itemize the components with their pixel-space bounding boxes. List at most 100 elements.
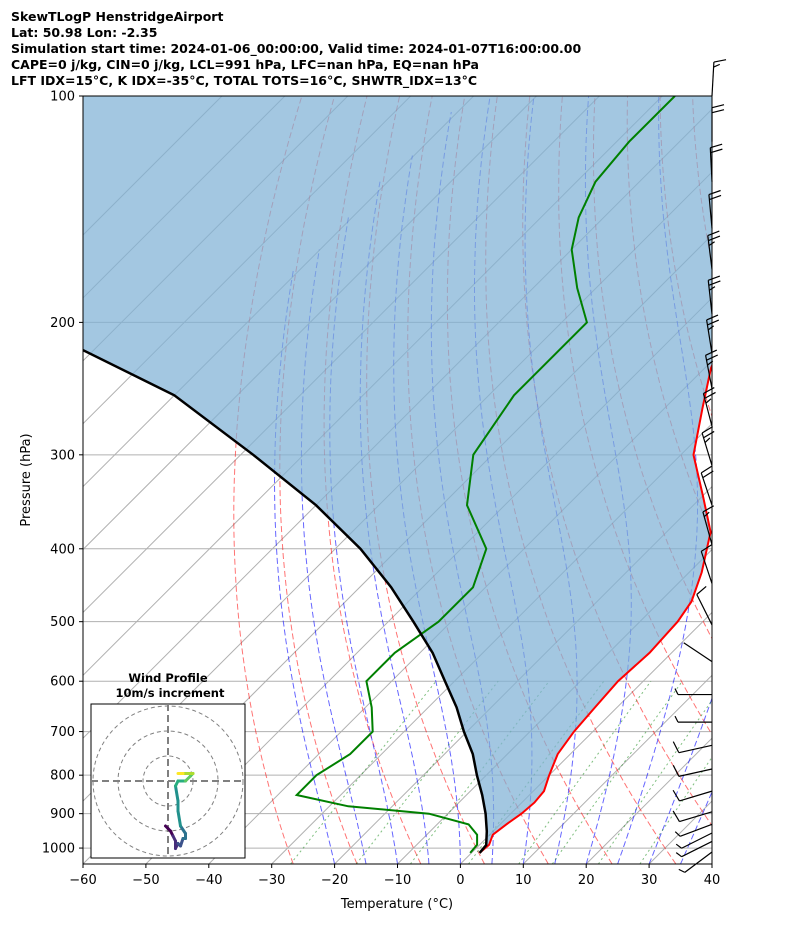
barb-staff	[678, 768, 713, 777]
wind-barb	[708, 189, 722, 229]
title-indices-cape: CAPE=0 j/kg, CIN=0 j/kg, LCL=991 hPa, LF…	[11, 57, 479, 72]
wind-barb	[707, 230, 721, 270]
barb-flag	[707, 325, 715, 331]
title-indices-lift: LFT IDX=15°C, K IDX=-35°C, TOTAL TOTS=16…	[11, 73, 478, 88]
wind-barb	[675, 840, 713, 858]
x-tick-label: −40	[195, 873, 222, 888]
wind-barbs	[672, 59, 727, 873]
x-tick-label: 20	[578, 873, 595, 888]
barb-flag	[672, 789, 680, 802]
barb-flag	[672, 810, 680, 822]
barb-flag	[703, 430, 715, 439]
wind-barb	[683, 642, 713, 663]
dewpoint-line	[294, 96, 676, 854]
mixing-ratio-line	[551, 680, 683, 864]
barb-flag	[674, 715, 679, 723]
hodograph-subtitle: 10m/s increment	[116, 686, 225, 700]
x-axis-label: Temperature (°C)	[340, 897, 453, 912]
wind-barb	[672, 741, 713, 754]
mixing-ratio-line	[355, 680, 499, 864]
barb-flag	[708, 189, 721, 196]
barb-flag	[710, 148, 723, 154]
barb-flag	[703, 511, 710, 518]
barb-staff	[679, 811, 713, 823]
barb-flag	[678, 868, 686, 873]
barb-staff	[679, 790, 713, 802]
barb-staff	[702, 393, 713, 427]
y-tick-label: 400	[50, 542, 75, 557]
barb-flag	[705, 349, 718, 356]
x-tick-label: −30	[258, 873, 285, 888]
barb-staff	[700, 472, 713, 506]
wind-barb	[672, 789, 713, 802]
cape-cin-shading	[83, 96, 712, 853]
mixing-ratio-line	[290, 680, 437, 864]
y-tick-label: 500	[50, 615, 75, 630]
barb-flag	[675, 852, 682, 858]
barb-flag	[696, 586, 707, 595]
barb-flag	[701, 426, 714, 434]
wind-barb	[700, 544, 713, 584]
mixing-ratio-line	[597, 699, 712, 864]
y-tick-label: 700	[50, 725, 75, 740]
mixing-ratio-line	[639, 756, 712, 864]
barb-flag	[674, 688, 679, 695]
wind-barb	[696, 586, 713, 626]
moist-adiabat	[680, 790, 712, 864]
hodograph-trace	[179, 824, 187, 835]
moist-adiabat	[711, 862, 712, 864]
moist-adiabat	[648, 696, 712, 864]
barb-staff	[679, 823, 713, 837]
barb-flag	[674, 831, 681, 837]
barb-flag	[713, 63, 721, 68]
temperature-line	[478, 363, 712, 854]
barb-flag	[704, 391, 716, 399]
barb-staff	[702, 511, 713, 545]
barb-flag	[708, 235, 721, 242]
y-axis-ticks: 100 200 300 400 500 600 700 800 900 1000	[42, 90, 83, 857]
barb-flag	[705, 398, 712, 404]
title-times: Simulation start time: 2024-01-06_00:00:…	[11, 41, 582, 56]
barb-staff	[707, 280, 713, 315]
hodograph-trace	[176, 809, 182, 828]
cin-area	[83, 96, 712, 853]
barb-staff	[711, 62, 715, 97]
wind-barb	[674, 715, 712, 723]
isotherm-line	[711, 863, 712, 864]
barb-staff	[704, 355, 713, 389]
barb-flag	[709, 194, 722, 201]
dry-adiabat	[790, 96, 794, 864]
hodograph-trace	[174, 784, 180, 803]
wind-barb	[711, 59, 727, 97]
y-tick-label: 300	[50, 448, 75, 463]
barb-staff	[681, 832, 713, 849]
x-tick-label: 10	[515, 873, 532, 888]
wind-barb	[674, 688, 712, 696]
isotherm-line	[334, 485, 712, 864]
chart-header: SkewTLogP HenstridgeAirport Lat: 50.98 L…	[11, 9, 581, 89]
y-tick-label: 600	[50, 675, 75, 690]
barb-staff	[678, 744, 713, 754]
barb-staff	[707, 235, 713, 270]
x-tick-label: −50	[132, 873, 159, 888]
y-tick-label: 900	[50, 807, 75, 822]
barb-flag	[711, 104, 725, 109]
y-axis-label: Pressure (hPa)	[19, 433, 34, 526]
mixing-ratio-line	[518, 680, 652, 864]
barb-flag	[704, 437, 711, 444]
barb-flag	[707, 230, 720, 237]
x-tick-label: −10	[384, 873, 411, 888]
x-tick-label: 30	[641, 873, 658, 888]
parcel-line	[83, 348, 489, 854]
barb-flag	[700, 465, 713, 474]
barb-staff	[681, 840, 713, 858]
barb-staff	[708, 194, 713, 229]
wind-barb	[706, 314, 720, 354]
wind-barb	[674, 823, 713, 837]
title-latlon: Lat: 50.98 Lon: -2.35	[11, 25, 158, 40]
dry-adiabat	[725, 96, 794, 864]
dry-adiabat	[758, 96, 794, 864]
barb-staff	[706, 319, 713, 354]
